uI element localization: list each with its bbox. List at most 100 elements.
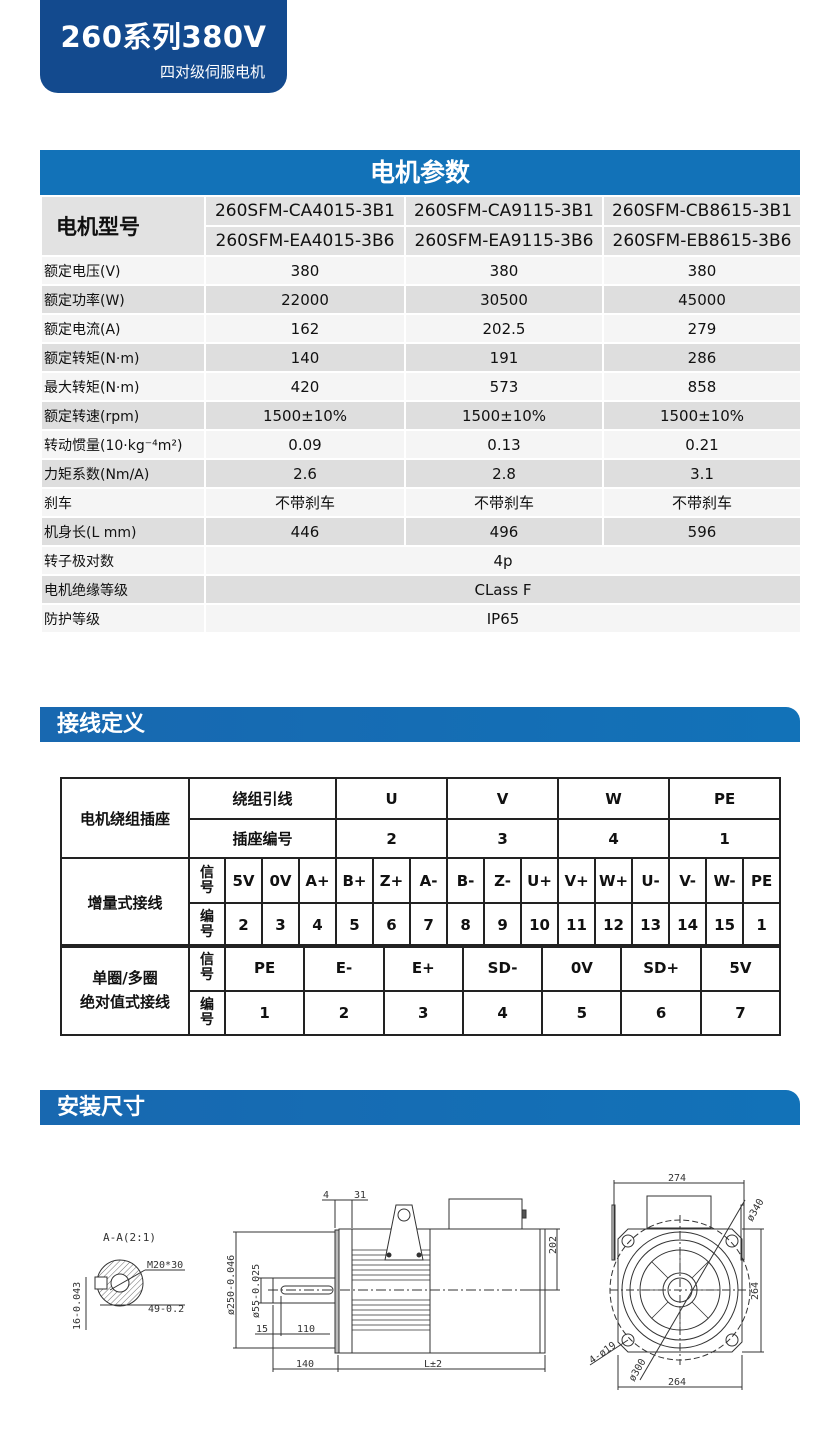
section-title: A-A(2:1) [103, 1231, 156, 1244]
spec-label: 额定电压(V) [40, 255, 206, 286]
spec-row: 转子极对数 4p [40, 545, 802, 576]
lead-cell: W [557, 777, 671, 820]
number-cell: 9 [483, 902, 523, 948]
key-depth-dim: 49-0.2 [148, 1304, 184, 1315]
spec-row: 额定电流(A) 162 202.5 279 [40, 313, 802, 344]
spec-value: 446 [204, 516, 406, 547]
spec-value: 202.5 [404, 313, 604, 344]
signal-cell: B- [446, 857, 486, 904]
absolute-label: 单圈/多圈绝对值式接线 [60, 944, 190, 1036]
spec-value: 858 [602, 371, 802, 402]
signal-cell: Z+ [372, 857, 412, 904]
spec-value: CLass F [204, 574, 802, 605]
lead-cell: U [335, 777, 449, 820]
shaft-length-dim: 140 [296, 1359, 314, 1370]
pcd-dim: ø340 [745, 1197, 767, 1223]
key-length-dim: 110 [297, 1324, 315, 1335]
absolute-wiring-table: 单圈/多圈 绝对值式接线信号 PE E- E+ SD- 0V SD+ 5V 编号 1 2 3 4 5 6 7 [60, 944, 782, 1036]
series-subtitle: 四对级伺服电机 [159, 63, 265, 81]
flange-thickness-dim: 4 [323, 1190, 329, 1201]
series-badge: 260系列380V 四对级伺服电机 [40, 0, 287, 93]
lead-label: 绕组引线 [187, 777, 338, 820]
spec-row: 防护等级 IP65 [40, 603, 802, 634]
spec-value: 496 [404, 516, 604, 547]
top-width-dim: 274 [668, 1173, 686, 1184]
absolute-label-line1: 单圈/多圈 [92, 969, 158, 987]
spec-label: 防护等级 [40, 603, 206, 634]
signal-cell: Z- [483, 857, 523, 904]
signal-cell: V- [668, 857, 708, 904]
signal-cell: 5V [224, 857, 263, 904]
number-cell: 14 [668, 902, 708, 948]
key-width-dim: 16-0.043 [72, 1282, 83, 1330]
spec-label: 刹车 [40, 487, 206, 518]
spec-value: 不带刹车 [204, 487, 406, 518]
spec-label: 电机绝缘等级 [40, 574, 206, 605]
signal-cell: E- [303, 944, 385, 992]
spec-label: 额定电流(A) [40, 313, 206, 344]
model-cell: 260SFM-CA4015-3B1 [204, 195, 406, 227]
pin-cell: 3 [446, 818, 560, 859]
signal-label: 信号 [188, 944, 226, 992]
spec-value: 45000 [602, 284, 802, 315]
signal-cell: E+ [382, 944, 464, 992]
spec-value: 596 [602, 516, 802, 547]
model-cell: 260SFM-EB8615-3B6 [602, 225, 802, 257]
shaft-diameter-dim: ø55-0.025 [251, 1264, 262, 1318]
signal-cell: 0V [541, 944, 623, 992]
section-view-drawing: A-A(2:1) M20*30 49-0.2 16-0.043 [72, 1231, 185, 1330]
side-view-drawing: 4 31 202 ø250-0.046 ø55-0.025 15 110 140… [226, 1190, 560, 1372]
spec-row: 力矩系数(Nm/A) 2.6 2.8 3.1 [40, 458, 802, 489]
spec-row: 额定转矩(N·m) 140 191 286 [40, 342, 802, 373]
signal-cell: PE [223, 944, 306, 992]
shaft-offset-dim: 15 [256, 1324, 268, 1335]
section-title: 接线定义 [57, 712, 146, 737]
spec-value: 4p [204, 545, 802, 576]
socket-label: 电机绕组插座 [60, 777, 190, 859]
model-cell: 260SFM-CA9115-3B1 [404, 195, 604, 227]
spec-label: 额定转速(rpm) [40, 400, 206, 431]
number-cell: 5 [541, 990, 623, 1036]
spec-label: 最大转矩(N·m) [40, 371, 206, 402]
thread-dim: M20*30 [147, 1260, 183, 1271]
section-header-wiring: 接线定义 [40, 707, 800, 742]
signal-cell: B+ [335, 857, 375, 904]
number-cell: 6 [620, 990, 702, 1036]
number-cell: 5 [335, 902, 375, 948]
spec-label: 转动惯量(10·kg⁻⁴m²) [40, 429, 206, 460]
spec-label: 额定转矩(N·m) [40, 342, 206, 373]
number-cell: 2 [224, 902, 263, 948]
spec-value: 2.6 [204, 458, 406, 489]
signal-cell: SD- [461, 944, 544, 992]
number-label: 编号 [188, 990, 226, 1036]
signal-cell: U- [631, 857, 671, 904]
pin-cell: 2 [335, 818, 449, 859]
spec-value: 30500 [404, 284, 604, 315]
spec-value: 0.13 [404, 429, 604, 460]
signal-cell: A+ [297, 857, 338, 904]
spec-value: 1500±10% [204, 400, 406, 431]
lead-cell: V [446, 777, 560, 820]
spec-value: 380 [404, 255, 604, 286]
incremental-label: 增量式接线 [60, 857, 190, 948]
spec-row: 机身长(L mm) 446 496 596 [40, 516, 802, 547]
section-header-install: 安装尺寸 [40, 1090, 800, 1125]
number-cell: 15 [705, 902, 745, 948]
signal-cell: PE [742, 857, 782, 904]
spec-value: 162 [204, 313, 406, 344]
absolute-label-line2: 绝对值式接线 [79, 993, 170, 1011]
spec-row: 电机绝缘等级 CLass F [40, 574, 802, 605]
spec-label: 额定功率(W) [40, 284, 206, 315]
spec-row: 刹车 不带刹车 不带刹车 不带刹车 [40, 487, 802, 518]
spec-value: 0.09 [204, 429, 406, 460]
number-cell: 1 [223, 990, 306, 1036]
pin-label: 插座编号 [187, 818, 338, 859]
spec-value: 22000 [204, 284, 406, 315]
number-cell: 7 [699, 990, 782, 1036]
spec-value: 0.21 [602, 429, 802, 460]
front-view-drawing: 274 ø340 4-ø19 ø300 2 [587, 1173, 767, 1390]
pin-cell: 4 [557, 818, 671, 859]
flange-diameter-dim: ø250-0.046 [226, 1255, 237, 1315]
motor-parameters-title: 电机参数 [40, 150, 800, 195]
spec-row: 最大转矩(N·m) 420 573 858 [40, 371, 802, 402]
